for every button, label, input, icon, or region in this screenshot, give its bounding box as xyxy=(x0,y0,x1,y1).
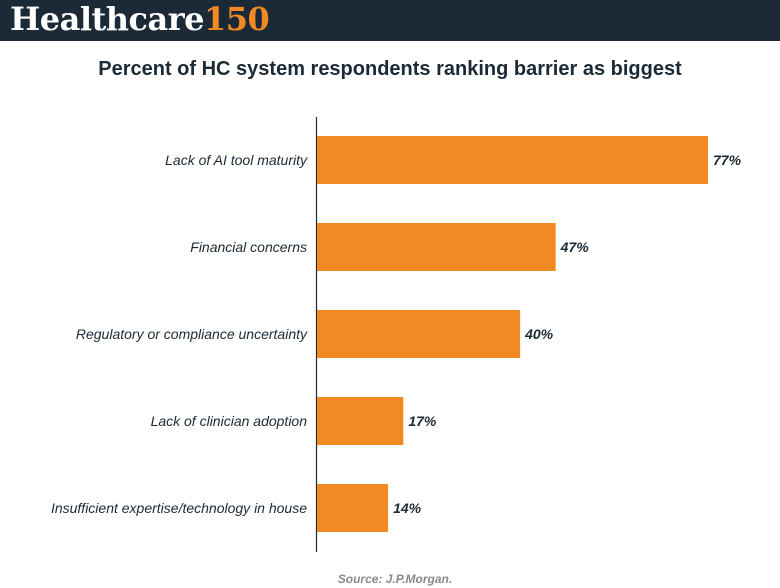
chart-title: Percent of HC system respondents ranking… xyxy=(98,58,682,80)
brand-logo: Healthcare150 xyxy=(10,0,270,41)
bar-2 xyxy=(317,223,556,271)
header-bar: Healthcare150 xyxy=(0,0,780,41)
value-label: 47% xyxy=(560,239,590,255)
bar-4 xyxy=(317,397,404,445)
value-label: 77% xyxy=(713,152,742,168)
category-label: Insufficient expertise/technology in hou… xyxy=(51,500,307,516)
category-label: Financial concerns xyxy=(190,239,307,255)
value-label: 40% xyxy=(524,326,554,342)
category-label: Lack of clinician adoption xyxy=(151,413,308,429)
value-label: 14% xyxy=(393,500,422,516)
brand-number: 150 xyxy=(203,0,270,38)
category-label: Regulatory or compliance uncertainty xyxy=(76,326,308,342)
value-label: 17% xyxy=(408,413,437,429)
source-note: Source: J.P.Morgan. xyxy=(337,572,453,586)
brand-word: Healthcare xyxy=(10,0,204,38)
bar-5 xyxy=(317,484,389,532)
bar-1 xyxy=(317,136,708,184)
category-label: Lack of AI tool maturity xyxy=(165,152,308,168)
bar-3 xyxy=(317,310,521,358)
